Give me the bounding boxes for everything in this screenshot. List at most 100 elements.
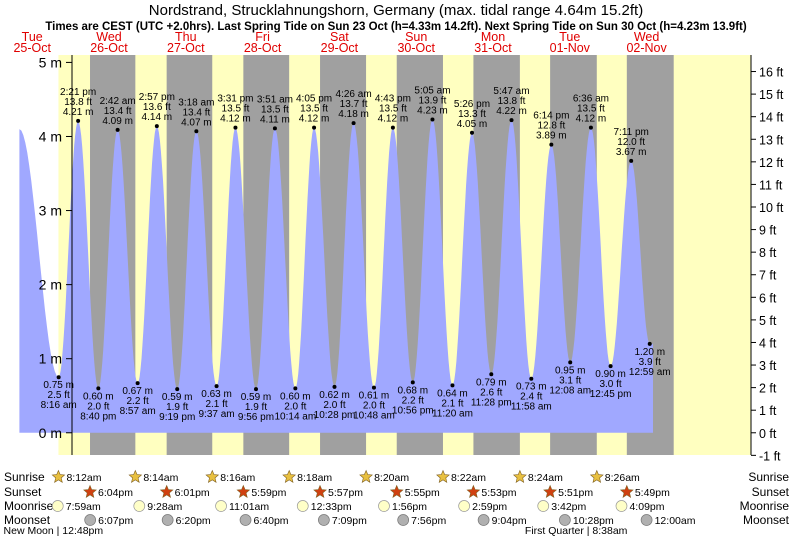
sunset-icon: [543, 484, 558, 498]
tide-time-label: 10:28 pm: [314, 410, 356, 421]
day-label-date: 01-Nov: [550, 41, 591, 55]
right-tick-label: 3 ft: [759, 359, 777, 373]
day-label-dow: Wed: [96, 30, 122, 44]
tide-point-low: 0.60 m2.0 ft8:40 pm: [80, 386, 116, 422]
astro-left-label-moonrise: Moonrise: [4, 499, 54, 513]
day-label-date: 02-Nov: [626, 41, 667, 55]
day-label-date: 27-Oct: [167, 41, 205, 55]
sunrise-time: 8:26am: [605, 472, 640, 484]
tide-time-label: 5:47 am: [493, 86, 529, 97]
tide-point-marker: [450, 383, 455, 388]
tide-height-ft-label: 13.5 ft: [379, 104, 407, 115]
tide-point-marker: [509, 118, 514, 123]
tide-height-m-label: 4.12 m: [576, 114, 607, 125]
tide-point-marker: [629, 158, 634, 163]
tide-time-label: 10:48 am: [353, 411, 395, 422]
sunset-icon: [466, 484, 481, 498]
tide-point-low: 0.67 m2.2 ft8:57 am: [120, 381, 156, 417]
tide-time-label: 11:20 am: [432, 408, 473, 419]
moonset-icon: [318, 514, 330, 526]
tide-height-ft-label: 3.1 ft: [559, 375, 581, 386]
moonrise-icon: [458, 500, 470, 512]
sunrise-icon: [436, 469, 450, 483]
tide-point-marker: [154, 124, 159, 129]
tide-height-m-label: 1.20 m: [634, 347, 665, 358]
tide-height-m-label: 0.59 m: [241, 392, 272, 403]
moonrise-time: 3:42pm: [551, 501, 586, 513]
tide-height-ft-label: 13.8 ft: [498, 96, 526, 107]
sunset-icon: [619, 484, 634, 498]
right-tick-label: 16 ft: [759, 66, 784, 80]
sunrise-icon: [359, 469, 373, 483]
tide-height-m-label: 0.73 m: [516, 382, 547, 393]
tide-height-ft-label: 2.5 ft: [48, 390, 70, 401]
moonrise-time: 7:59am: [66, 501, 101, 513]
tide-height-ft-label: 13.7 ft: [340, 99, 368, 110]
tide-height-ft-label: 12.8 ft: [537, 121, 565, 132]
right-tick-label: 11 ft: [759, 178, 783, 192]
left-tick-label: 2 m: [39, 277, 62, 293]
right-tick-label: 14 ft: [759, 111, 784, 125]
tide-time-label: 2:21 pm: [60, 87, 96, 98]
tide-height-m-label: 0.64 m: [437, 388, 468, 399]
left-tick-label: 5 m: [39, 54, 62, 70]
moonrise-time: 9:28am: [147, 501, 182, 513]
tide-time-label: 12:59 am: [629, 367, 671, 378]
tide-height-ft-label: 2.4 ft: [520, 392, 542, 403]
tide-point-marker: [175, 387, 180, 392]
moonset-icon: [397, 514, 410, 526]
right-tick-label: 2 ft: [759, 382, 777, 396]
tide-height-m-label: 4.22 m: [496, 106, 527, 117]
day-label-date: 29-Oct: [321, 41, 359, 55]
tide-height-m-label: 4.12 m: [220, 114, 251, 125]
tide-point-low: 0.75 m2.5 ft8:16 am: [41, 375, 77, 411]
astro-left-label-sunset: Sunset: [4, 485, 42, 499]
left-tick-label: 0 m: [39, 425, 62, 441]
right-tick-label: -1 ft: [759, 449, 781, 463]
day-label-dow: Wed: [634, 30, 660, 44]
tide-height-ft-label: 2.1 ft: [205, 399, 227, 410]
sunrise-icon: [205, 469, 220, 483]
moonset-time: 7:09pm: [332, 515, 367, 527]
moon-phase-label: New Moon | 12:48pm: [4, 525, 104, 537]
tide-point-low: 0.59 m1.9 ft9:19 pm: [159, 387, 195, 423]
tide-height-m-label: 3.67 m: [616, 147, 647, 158]
astro-left-label-moonset: Moonset: [4, 513, 51, 527]
tide-height-m-label: 4.21 m: [63, 107, 94, 118]
moonset-time: 9:04pm: [492, 515, 527, 527]
chart-subtitle: Times are CEST (UTC +2.0hrs). Last Sprin…: [45, 21, 747, 33]
sunrise-icon: [512, 469, 527, 483]
moonrise-icon: [615, 500, 628, 512]
day-label-dow: Thu: [175, 30, 197, 44]
left-tick-label: 3 m: [39, 203, 62, 219]
sunrise-icon: [282, 469, 297, 483]
tide-point-marker: [115, 127, 120, 132]
tide-curve: [19, 119, 653, 433]
tide-point-marker: [312, 125, 317, 130]
moonrise-time: 12:33pm: [311, 501, 352, 513]
tide-height-m-label: 0.60 m: [280, 391, 311, 402]
tide-height-ft-label: 13.4 ft: [182, 107, 210, 118]
tide-point-marker: [549, 142, 554, 147]
tide-time-label: 4:43 pm: [375, 94, 411, 105]
tide-point-marker: [76, 118, 81, 123]
tide-time-label: 9:56 pm: [238, 412, 274, 423]
tide-height-m-label: 0.60 m: [83, 391, 114, 402]
right-tick-label: 15 ft: [759, 88, 784, 102]
tide-time-label: 11:58 am: [511, 402, 552, 413]
tide-point-marker: [293, 386, 298, 391]
tide-point-marker: [272, 126, 277, 131]
tide-height-ft-label: 2.2 ft: [402, 395, 424, 406]
